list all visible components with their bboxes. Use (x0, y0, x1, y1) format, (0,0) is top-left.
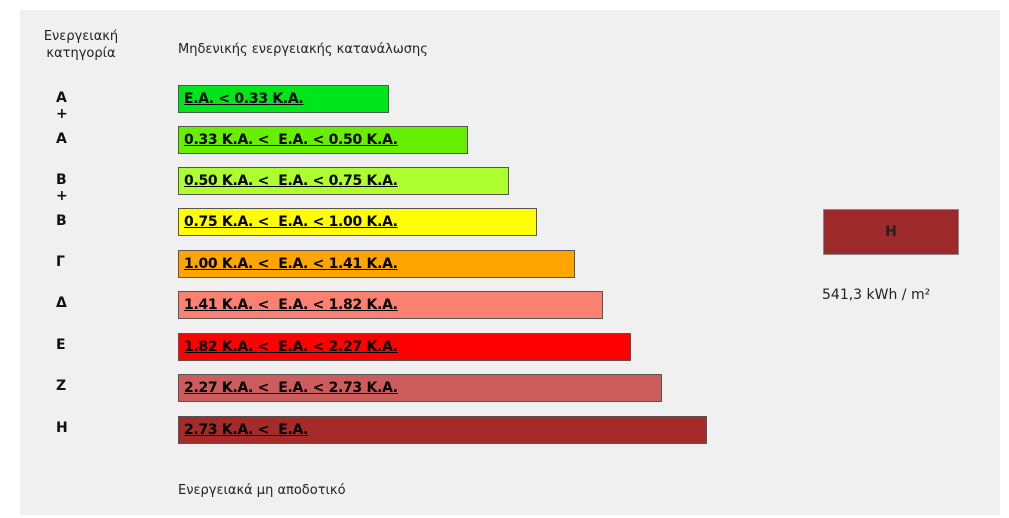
category-header: Ενεργειακή κατηγορία (43, 29, 119, 61)
category: Α (56, 131, 67, 147)
footer-label: Ενεργειακά μη αποδοτικό (178, 483, 346, 498)
rating-bar: Ε.Α. < 0.33 Κ.Α. (178, 85, 389, 113)
category: Β + (56, 172, 68, 204)
result-box: Η (823, 209, 959, 255)
rating-bar: 1.00 Κ.Α. < Ε.Α. < 1.41 Κ.Α. (178, 250, 575, 278)
result-value: 541,3 kWh / m² (822, 287, 931, 303)
category: Ζ (56, 378, 67, 394)
category: Α + (56, 90, 68, 122)
top-label: Μηδενικής ενεργειακής κατανάλωσης (178, 42, 428, 57)
category: Ε (56, 337, 66, 353)
category: Δ (56, 295, 67, 311)
rating-bar: 2.73 Κ.Α. < Ε.Α. (178, 416, 707, 444)
rating-bar: 1.41 Κ.Α. < Ε.Α. < 1.82 Κ.Α. (178, 291, 603, 319)
category: Γ (56, 254, 65, 270)
rating-bar: 0.50 Κ.Α. < Ε.Α. < 0.75 Κ.Α. (178, 167, 509, 195)
rating-bar: 2.27 Κ.Α. < Ε.Α. < 2.73 Κ.Α. (178, 374, 662, 402)
category: Η (56, 420, 68, 436)
rating-bar: 0.33 Κ.Α. < Ε.Α. < 0.50 Κ.Α. (178, 126, 468, 154)
rating-panel: Ενεργειακή κατηγορία Μηδενικής ενεργειακ… (20, 10, 1000, 515)
category: Β (56, 213, 67, 229)
rating-bar: 0.75 Κ.Α. < Ε.Α. < 1.00 Κ.Α. (178, 208, 537, 236)
rating-bar: 1.82 Κ.Α. < Ε.Α. < 2.27 Κ.Α. (178, 333, 631, 361)
